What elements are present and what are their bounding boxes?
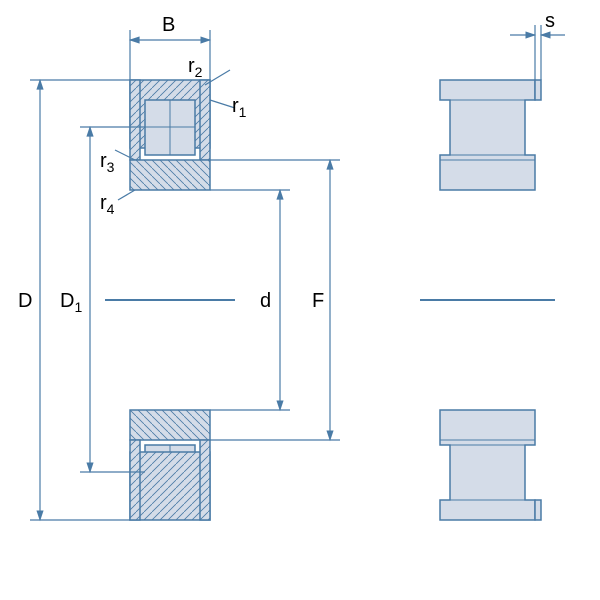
- label-F: F: [312, 290, 324, 313]
- label-r1: r1: [232, 95, 246, 120]
- inner-ring-top: [130, 160, 210, 190]
- bearing-diagram: [0, 0, 600, 600]
- left-cross-section: [105, 80, 235, 520]
- label-B: B: [162, 14, 175, 37]
- label-r4: r4: [100, 192, 114, 217]
- label-s: s: [545, 10, 555, 33]
- label-r2: r2: [188, 55, 202, 80]
- right-bottom-section: [440, 410, 535, 520]
- outer-ring-bottom: [130, 452, 210, 520]
- label-d: d: [260, 290, 271, 313]
- inner-ring-bottom: [130, 410, 210, 440]
- label-D1: D1: [60, 290, 82, 315]
- right-side-view: [420, 80, 555, 520]
- right-top-section: [440, 80, 535, 190]
- label-r3: r3: [100, 150, 114, 175]
- label-D: D: [18, 290, 32, 313]
